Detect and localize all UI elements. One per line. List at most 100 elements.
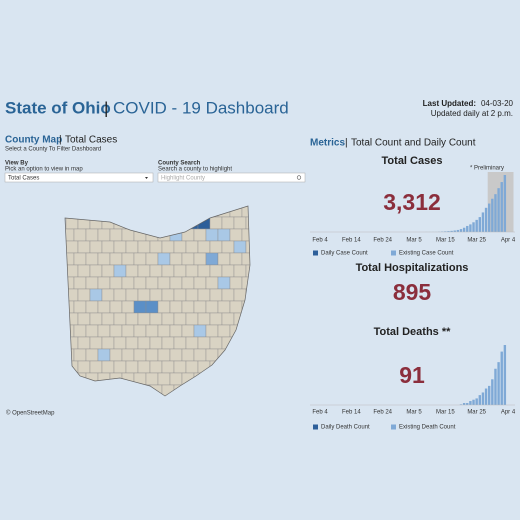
county[interactable] xyxy=(101,312,115,326)
county[interactable] xyxy=(113,288,127,302)
county[interactable] xyxy=(205,276,219,290)
county[interactable] xyxy=(205,252,219,266)
county[interactable] xyxy=(245,240,258,254)
county[interactable] xyxy=(137,240,151,254)
county[interactable] xyxy=(217,228,231,242)
county[interactable] xyxy=(169,300,183,314)
county[interactable] xyxy=(77,336,91,350)
county[interactable] xyxy=(245,264,258,278)
county[interactable] xyxy=(209,288,223,302)
view-by-dropdown[interactable]: Total Cases xyxy=(4,172,154,183)
county[interactable] xyxy=(121,300,135,314)
county[interactable] xyxy=(109,300,123,314)
county[interactable] xyxy=(185,312,199,326)
county[interactable] xyxy=(149,312,163,326)
county[interactable] xyxy=(173,240,187,254)
county[interactable] xyxy=(209,336,223,350)
county[interactable] xyxy=(145,348,159,362)
county[interactable] xyxy=(229,276,243,290)
county[interactable] xyxy=(205,324,219,338)
county[interactable] xyxy=(217,300,231,314)
county[interactable] xyxy=(197,264,211,278)
county[interactable] xyxy=(101,240,115,254)
county[interactable] xyxy=(133,276,147,290)
county[interactable] xyxy=(89,288,103,302)
county[interactable] xyxy=(121,252,135,266)
county[interactable] xyxy=(85,276,99,290)
county[interactable] xyxy=(125,288,139,302)
county[interactable] xyxy=(125,264,139,278)
county[interactable] xyxy=(185,288,199,302)
county[interactable] xyxy=(229,252,243,266)
county[interactable] xyxy=(157,348,171,362)
county[interactable] xyxy=(229,228,243,242)
county[interactable] xyxy=(185,336,199,350)
county[interactable] xyxy=(169,276,183,290)
county[interactable] xyxy=(145,276,159,290)
county[interactable] xyxy=(73,276,87,290)
county[interactable] xyxy=(217,276,231,290)
county[interactable] xyxy=(113,240,127,254)
county[interactable] xyxy=(125,336,139,350)
county[interactable] xyxy=(185,240,199,254)
county[interactable] xyxy=(101,360,115,374)
dropdown-box[interactable] xyxy=(4,172,154,183)
county[interactable] xyxy=(145,372,159,386)
county[interactable] xyxy=(133,252,147,266)
county[interactable] xyxy=(77,264,91,278)
county[interactable] xyxy=(73,348,87,362)
county[interactable] xyxy=(137,360,151,374)
county[interactable] xyxy=(185,360,199,374)
county[interactable] xyxy=(101,288,115,302)
search-box[interactable] xyxy=(157,172,306,183)
county[interactable] xyxy=(133,300,147,314)
county[interactable] xyxy=(149,288,163,302)
county[interactable] xyxy=(205,300,219,314)
county[interactable] xyxy=(193,228,207,242)
county[interactable] xyxy=(157,276,171,290)
county[interactable] xyxy=(161,360,175,374)
county[interactable] xyxy=(169,372,183,386)
county[interactable] xyxy=(161,264,175,278)
county[interactable] xyxy=(217,252,231,266)
county[interactable] xyxy=(89,360,103,374)
county[interactable] xyxy=(125,312,139,326)
county[interactable] xyxy=(109,228,123,242)
county[interactable] xyxy=(157,372,171,386)
county[interactable] xyxy=(109,348,123,362)
county[interactable] xyxy=(85,300,99,314)
county[interactable] xyxy=(133,348,147,362)
county[interactable] xyxy=(149,240,163,254)
county[interactable] xyxy=(221,312,235,326)
county[interactable] xyxy=(149,264,163,278)
county[interactable] xyxy=(145,324,159,338)
county[interactable] xyxy=(73,228,87,242)
county[interactable] xyxy=(149,336,163,350)
county[interactable] xyxy=(169,348,183,362)
county[interactable] xyxy=(85,324,99,338)
county[interactable] xyxy=(97,228,111,242)
county[interactable] xyxy=(109,276,123,290)
county[interactable] xyxy=(173,360,187,374)
county[interactable] xyxy=(209,240,223,254)
county[interactable] xyxy=(77,288,91,302)
county[interactable] xyxy=(89,312,103,326)
county[interactable] xyxy=(197,336,211,350)
county[interactable] xyxy=(157,300,171,314)
county[interactable] xyxy=(193,252,207,266)
county[interactable] xyxy=(137,312,151,326)
county[interactable] xyxy=(181,324,195,338)
county[interactable] xyxy=(157,324,171,338)
county[interactable] xyxy=(173,336,187,350)
county[interactable] xyxy=(233,288,247,302)
county[interactable] xyxy=(137,336,151,350)
county[interactable] xyxy=(181,300,195,314)
county[interactable] xyxy=(101,336,115,350)
county[interactable] xyxy=(137,264,151,278)
county[interactable] xyxy=(221,288,235,302)
county[interactable] xyxy=(89,240,103,254)
search-field[interactable]: Highlight County xyxy=(157,172,306,183)
county[interactable] xyxy=(77,312,91,326)
county[interactable] xyxy=(209,312,223,326)
county[interactable] xyxy=(157,252,171,266)
